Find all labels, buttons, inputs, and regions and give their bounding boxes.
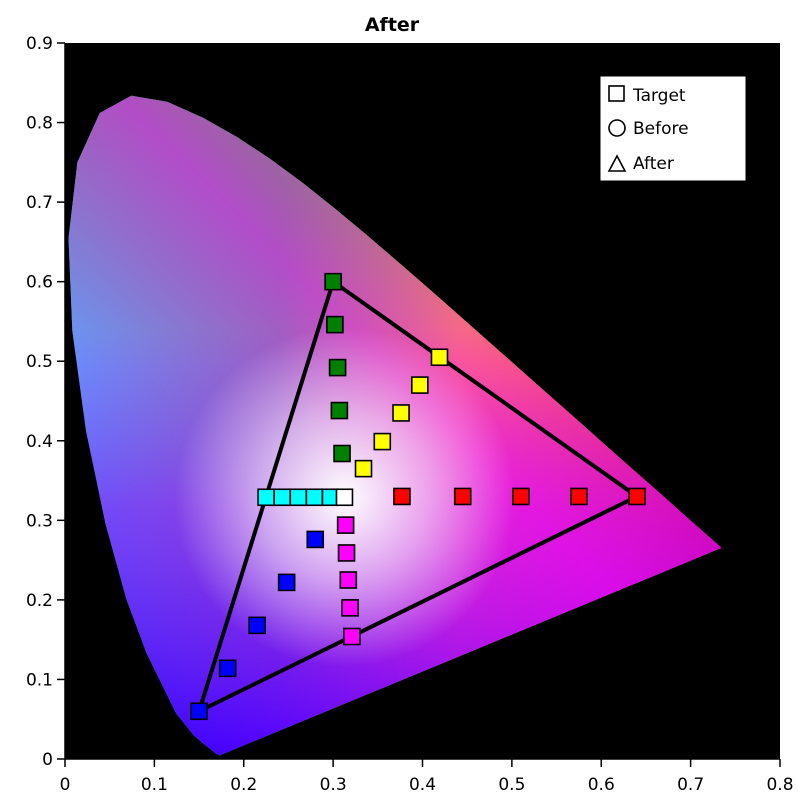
y-tick-label: 0.5	[26, 352, 53, 372]
target-marker	[453, 487, 472, 506]
target-marker	[343, 627, 361, 646]
target-marker	[333, 444, 351, 463]
target-marker	[326, 315, 344, 334]
target-marker	[336, 516, 355, 534]
legend-label-before: Before	[633, 119, 689, 139]
target-marker	[257, 488, 275, 507]
y-tick-label: 0.2	[26, 591, 53, 611]
target-marker	[273, 488, 291, 507]
y-tick-label: 0.8	[26, 114, 53, 134]
x-tick-label: 0.3	[320, 775, 347, 795]
target-marker	[512, 487, 530, 506]
x-tick-label: 0.8	[766, 775, 793, 795]
y-tick-label: 0.6	[26, 273, 53, 293]
y-tick-label: 0.9	[26, 34, 53, 54]
markers	[190, 272, 646, 721]
target-marker	[628, 487, 646, 506]
target-marker	[570, 487, 588, 506]
x-tick-label: 0.2	[230, 775, 257, 795]
target-marker	[248, 616, 266, 635]
x-tick-label: 0.1	[141, 775, 168, 795]
target-marker	[341, 599, 359, 617]
target-marker	[339, 571, 358, 589]
legend-label-after: After	[633, 154, 674, 174]
x-tick-label: 0	[60, 775, 71, 795]
target-marker	[335, 488, 354, 507]
y-tick-label: 0.7	[26, 193, 53, 213]
target-marker	[305, 488, 324, 507]
target-marker	[277, 573, 296, 592]
legend-circle-icon	[608, 119, 626, 137]
target-marker	[411, 376, 429, 394]
x-tick-label: 0.5	[498, 775, 525, 795]
target-marker	[354, 459, 373, 478]
legend-square-icon	[608, 85, 625, 102]
y-ticks: 0 0.1 0.2 0.3 0.4 0.5 0.6 0.7 0.8 0.9	[26, 34, 65, 770]
target-marker	[373, 432, 392, 451]
target-marker	[330, 401, 349, 420]
legend: Target Before After	[599, 75, 747, 182]
target-marker	[190, 702, 208, 721]
target-marker	[392, 404, 410, 422]
target-marker	[324, 272, 342, 291]
target-marker	[218, 659, 237, 678]
x-tick-label: 0.7	[677, 775, 704, 795]
target-marker	[430, 348, 449, 367]
y-tick-label: 0.4	[26, 432, 53, 452]
legend-label-target: Target	[632, 86, 686, 106]
y-tick-label: 0	[42, 750, 53, 770]
y-tick-label: 0.3	[26, 511, 53, 531]
target-marker	[306, 530, 325, 549]
chart-title: After	[365, 14, 420, 36]
x-tick-label: 0.4	[409, 775, 436, 795]
target-marker	[337, 544, 356, 562]
target-marker	[289, 488, 308, 507]
y-tick-label: 0.1	[26, 670, 53, 690]
target-marker	[393, 487, 411, 506]
target-marker	[328, 358, 347, 377]
x-ticks: 0 0.1 0.2 0.3 0.4 0.5 0.6 0.7 0.8	[60, 759, 794, 795]
legend-triangle-icon	[607, 154, 627, 172]
x-tick-label: 0.6	[588, 775, 615, 795]
